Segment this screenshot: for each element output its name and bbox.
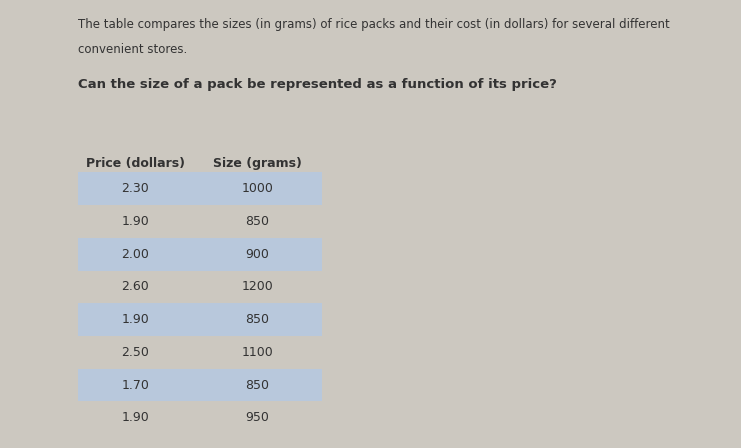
Text: Size (grams): Size (grams) xyxy=(213,157,302,170)
Text: 1.90: 1.90 xyxy=(122,313,149,326)
Text: 2.00: 2.00 xyxy=(122,248,149,261)
Text: 1000: 1000 xyxy=(242,182,273,195)
Text: 1.70: 1.70 xyxy=(122,379,149,392)
Text: 2.50: 2.50 xyxy=(122,346,149,359)
Text: Can the size of a pack be represented as a function of its price?: Can the size of a pack be represented as… xyxy=(78,78,556,91)
Text: 2.30: 2.30 xyxy=(122,182,149,195)
Text: 1200: 1200 xyxy=(242,280,273,293)
Text: 850: 850 xyxy=(245,313,270,326)
Text: 2.60: 2.60 xyxy=(122,280,149,293)
Text: Price (dollars): Price (dollars) xyxy=(86,157,185,170)
Text: 1100: 1100 xyxy=(242,346,273,359)
Text: 950: 950 xyxy=(245,411,270,424)
Text: 850: 850 xyxy=(245,379,270,392)
Text: 850: 850 xyxy=(245,215,270,228)
Text: convenient stores.: convenient stores. xyxy=(78,43,187,56)
Text: The table compares the sizes (in grams) of rice packs and their cost (in dollars: The table compares the sizes (in grams) … xyxy=(78,18,670,31)
Text: 1.90: 1.90 xyxy=(122,411,149,424)
Text: 900: 900 xyxy=(245,248,270,261)
Text: 1.90: 1.90 xyxy=(122,215,149,228)
